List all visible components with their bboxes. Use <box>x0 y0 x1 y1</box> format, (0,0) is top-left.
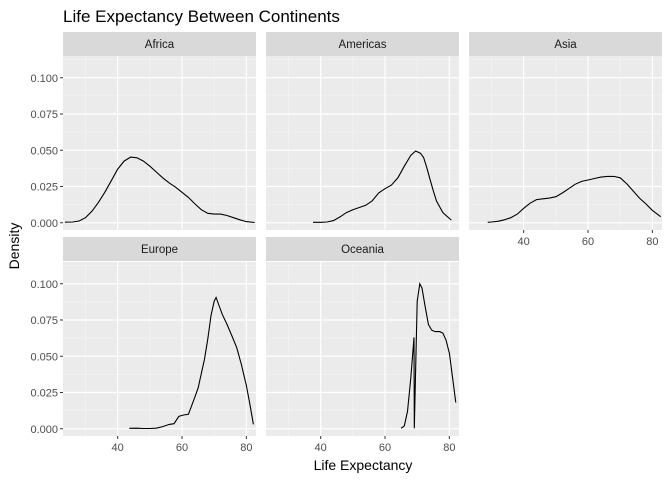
x-tick-label: 80 <box>240 442 252 454</box>
facet-europe: Europe 0.000 0.025 0.050 0.075 0.100 40 60 80 <box>30 237 256 454</box>
y-tick-label: 0.000 <box>30 424 58 436</box>
y-tick-label: 0.000 <box>30 218 58 230</box>
x-tick-label: 60 <box>582 236 594 248</box>
y-tick-label: 0.050 <box>30 145 58 157</box>
facet-asia: Asia 40 60 80 <box>469 32 662 248</box>
density-line <box>400 282 457 429</box>
panel-background <box>266 56 459 230</box>
panel-background <box>469 56 662 230</box>
facet-strip <box>266 32 459 56</box>
facet-strip-label: Asia <box>554 39 577 51</box>
facet-strip-label: Africa <box>145 39 175 51</box>
y-tick-label: 0.075 <box>30 315 58 327</box>
facet-strip-label: Oceania <box>341 244 384 256</box>
y-tick-label: 0.025 <box>30 388 58 400</box>
panel-background <box>63 56 256 230</box>
density-line <box>487 175 662 223</box>
facet-oceania: Oceania 40 60 80 <box>266 237 459 454</box>
facet-strip-label: Americas <box>339 39 387 51</box>
chart-title: Life Expectancy Between Continents <box>63 7 340 26</box>
y-tick-label: 0.075 <box>30 109 58 121</box>
x-tick-label: 80 <box>443 442 455 454</box>
facet-panels: Africa 0.000 0.025 0.050 0.075 0.100 Americas A… <box>30 32 662 454</box>
x-tick-label: 60 <box>176 442 188 454</box>
panel-background <box>266 262 459 436</box>
x-tick-label: 40 <box>518 236 530 248</box>
y-tick-label: 0.050 <box>30 351 58 363</box>
y-axis-title: Density <box>6 223 22 270</box>
facet-strip <box>266 237 459 261</box>
facet-americas: Americas <box>266 32 459 230</box>
facet-strip <box>63 237 256 261</box>
facet-strip <box>469 32 662 56</box>
facet-strip <box>63 32 256 56</box>
y-tick-label: 0.100 <box>30 279 58 291</box>
x-tick-label: 80 <box>646 236 658 248</box>
panel-background <box>63 262 256 436</box>
facet-africa: Africa 0.000 0.025 0.050 0.075 0.100 <box>30 32 256 230</box>
x-tick-label: 40 <box>112 442 124 454</box>
x-axis-title: Life Expectancy <box>314 457 413 473</box>
x-tick-label: 40 <box>315 442 327 454</box>
x-tick-label: 60 <box>379 442 391 454</box>
y-tick-label: 0.025 <box>30 182 58 194</box>
density-line <box>313 150 452 223</box>
y-tick-label: 0.100 <box>30 73 58 85</box>
density-line <box>64 156 255 224</box>
density-line <box>129 296 254 430</box>
facet-strip-label: Europe <box>141 244 178 256</box>
